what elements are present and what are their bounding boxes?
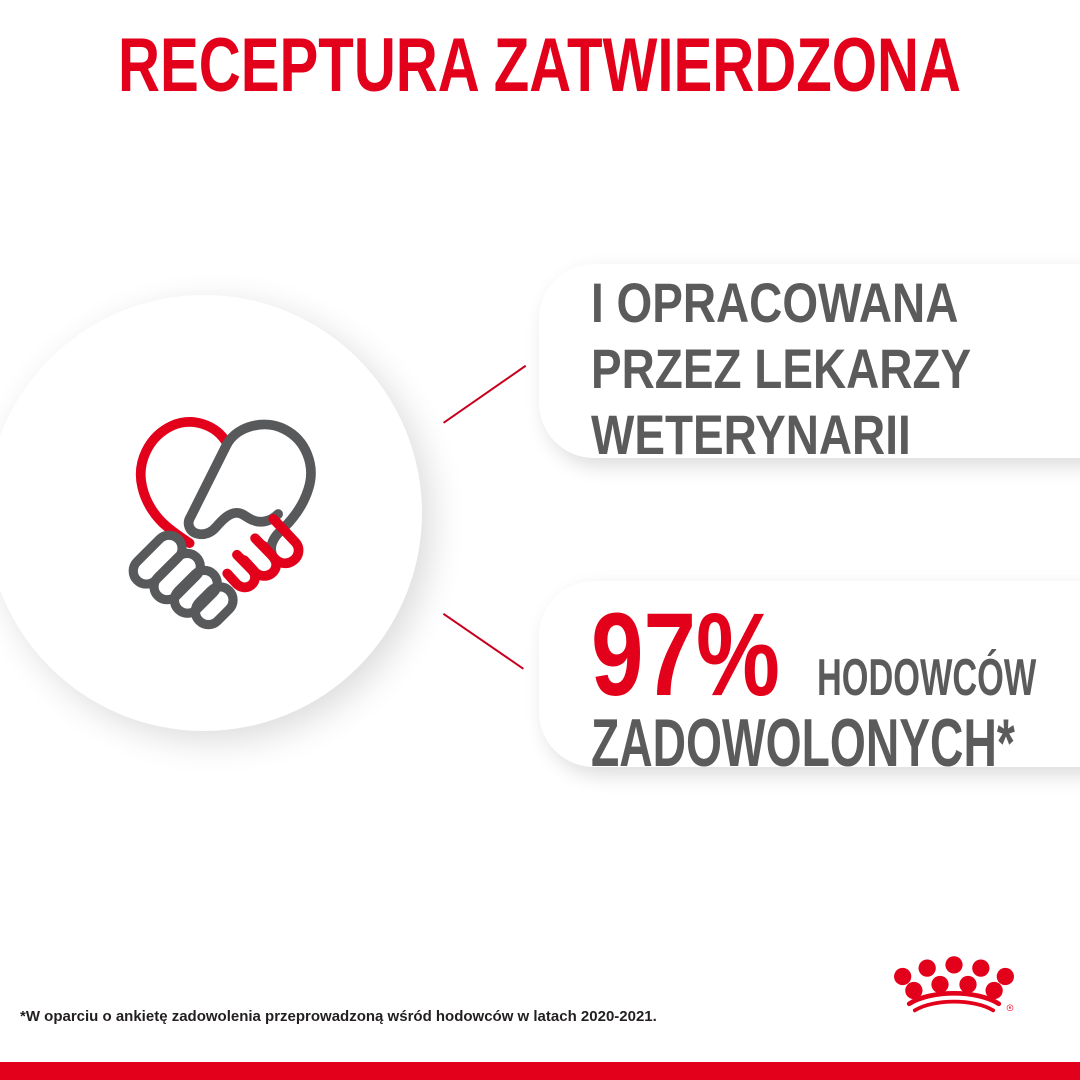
svg-text:R: R	[1009, 1006, 1012, 1010]
